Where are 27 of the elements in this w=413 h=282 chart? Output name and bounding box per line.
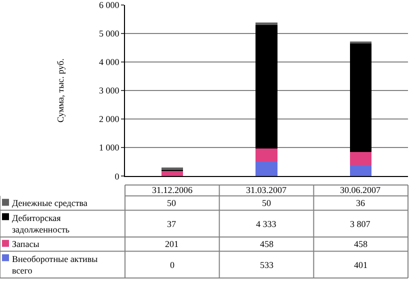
data-label: 0: [170, 260, 175, 270]
data-label: 533: [260, 260, 274, 270]
data-label: 458: [354, 239, 368, 249]
x-tick-label: 30.06.2007: [340, 185, 381, 195]
x-tick-label: 31.03.2007: [246, 185, 287, 195]
data-label: 201: [165, 239, 178, 249]
y-tick-label: 4 000: [98, 57, 120, 68]
x-tick-label: 31.12.2006: [152, 185, 193, 195]
data-label: 4 333: [256, 219, 277, 229]
legend-label: Денежные средства: [12, 198, 88, 208]
legend-label: Запасы: [12, 239, 40, 249]
y-tick-label: 1 000: [98, 142, 120, 153]
data-label: 37: [167, 219, 176, 229]
data-label: 36: [356, 198, 366, 208]
y-tick-label: 3 000: [98, 86, 120, 96]
y-tick-label: 0: [114, 171, 120, 182]
y-axis-title: Сумма, тыс. руб.: [55, 58, 66, 123]
y-tick-label: 6 000: [98, 0, 120, 10]
legend-label: Внеоборотные активы всего: [12, 254, 98, 276]
data-label: 458: [260, 239, 274, 249]
legend-label: Дебиторская задолженность: [12, 213, 70, 235]
y-tick-label: 5 000: [98, 28, 120, 39]
data-label: 50: [167, 198, 176, 208]
data-label: 3 807: [350, 219, 371, 229]
y-tick-label: 2 000: [98, 114, 120, 124]
data-label: 401: [354, 260, 368, 270]
data-label: 50: [262, 198, 272, 208]
